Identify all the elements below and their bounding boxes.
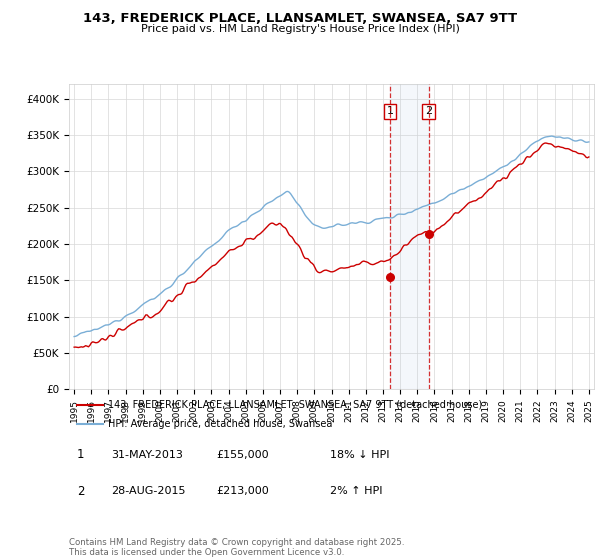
Text: £155,000: £155,000 xyxy=(216,450,269,460)
Text: 2: 2 xyxy=(77,484,84,498)
Text: 143, FREDERICK PLACE, LLANSAMLET, SWANSEA, SA7 9TT: 143, FREDERICK PLACE, LLANSAMLET, SWANSE… xyxy=(83,12,517,25)
Text: Contains HM Land Registry data © Crown copyright and database right 2025.
This d: Contains HM Land Registry data © Crown c… xyxy=(69,538,404,557)
Text: 31-MAY-2013: 31-MAY-2013 xyxy=(111,450,183,460)
Text: 1: 1 xyxy=(386,106,394,116)
Text: £213,000: £213,000 xyxy=(216,486,269,496)
Text: 18% ↓ HPI: 18% ↓ HPI xyxy=(330,450,389,460)
Text: Price paid vs. HM Land Registry's House Price Index (HPI): Price paid vs. HM Land Registry's House … xyxy=(140,24,460,34)
Text: 28-AUG-2015: 28-AUG-2015 xyxy=(111,486,185,496)
Text: 1: 1 xyxy=(77,448,84,461)
Text: HPI: Average price, detached house, Swansea: HPI: Average price, detached house, Swan… xyxy=(109,419,333,429)
Text: 2% ↑ HPI: 2% ↑ HPI xyxy=(330,486,383,496)
Text: 143, FREDERICK PLACE, LLANSAMLET, SWANSEA, SA7 9TT (detached house): 143, FREDERICK PLACE, LLANSAMLET, SWANSE… xyxy=(109,400,482,410)
Text: 2: 2 xyxy=(425,106,432,116)
Bar xyxy=(390,84,428,389)
